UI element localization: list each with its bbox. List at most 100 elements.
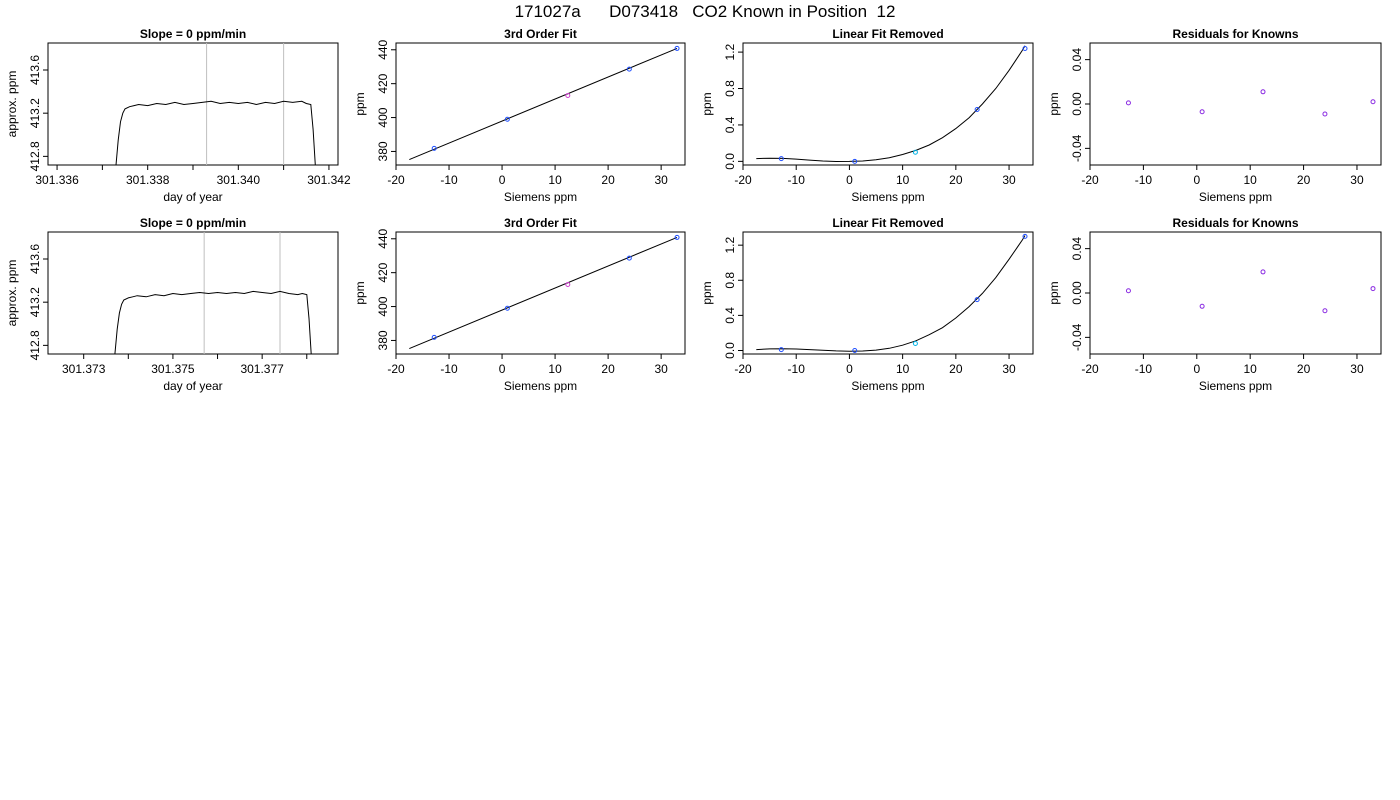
y-tick-label: 1.2 [723, 43, 737, 60]
plot-area [1125, 269, 1376, 314]
y-tick-label: -0.04 [1070, 134, 1084, 162]
x-tick-label: 20 [1297, 362, 1311, 376]
panel-4: Residuals for Knowns -20 -10 0 10 20 30 -0.04 0.… [1047, 27, 1382, 204]
panel-3: Linear Fit Removed -20 -10 0 10 20 30 0.0 0.4 0.8… [700, 27, 1034, 204]
data-point [1260, 89, 1266, 95]
fit-curve [756, 235, 1026, 352]
x-tick-label: -20 [1081, 173, 1099, 187]
y-tick-label: 0.04 [1070, 48, 1084, 72]
data-point [1370, 99, 1376, 105]
x-tick-label: 301.340 [217, 173, 261, 187]
x-tick-label: 30 [1350, 362, 1364, 376]
data-point [431, 145, 437, 151]
x-tick-label: 30 [1002, 362, 1016, 376]
x-tick-label: 20 [601, 173, 615, 187]
x-axis-label: Siemens ppm [1199, 190, 1272, 204]
x-tick-label: 301.342 [307, 173, 351, 187]
x-tick-label: 10 [1244, 173, 1258, 187]
y-tick-label: 380 [376, 330, 390, 350]
x-tick-label: -10 [1135, 173, 1153, 187]
x-tick-label: 30 [654, 173, 668, 187]
x-tick-label: 0 [1193, 173, 1200, 187]
x-tick-label: -10 [440, 173, 458, 187]
data-point [1199, 109, 1205, 115]
y-tick-label: 0.0 [723, 153, 737, 170]
x-tick-label: 10 [1244, 362, 1258, 376]
y-tick-label: 0.4 [723, 116, 737, 133]
y-tick-label: -0.04 [1070, 323, 1084, 351]
y-tick-label: 400 [376, 107, 390, 127]
y-axis-label: ppm [700, 92, 714, 115]
x-axis-label: day of year [163, 379, 222, 393]
y-tick-label: 413.6 [28, 55, 42, 85]
data-point [1125, 288, 1131, 294]
data-point [1260, 269, 1266, 275]
data-point [565, 282, 571, 288]
x-axis-label: Siemens ppm [1199, 379, 1272, 393]
data-point [1199, 303, 1205, 309]
plot-frame [1089, 231, 1382, 355]
x-tick-label: -10 [1135, 362, 1153, 376]
panel-8: Residuals for Knowns -20 -10 0 10 20 30 -0.04 0.… [1047, 216, 1382, 393]
panel-title: 3rd Order Fit [504, 27, 577, 41]
x-tick-label: 20 [601, 362, 615, 376]
x-tick-label: 20 [949, 362, 963, 376]
y-axis-label: approx. ppm [5, 260, 19, 327]
data-point [1125, 100, 1131, 106]
x-tick-label: 301.338 [126, 173, 170, 187]
panel-6: 3rd Order Fit -20 -10 0 10 20 30 380 400 420 440 Si… [353, 216, 686, 393]
panel-title: Linear Fit Removed [832, 216, 943, 230]
y-tick-label: 1.2 [723, 237, 737, 254]
panel-title: Slope = 0 ppm/min [140, 27, 246, 41]
data-point [852, 158, 858, 164]
x-tick-label: 20 [1297, 173, 1311, 187]
x-axis-label: Siemens ppm [504, 190, 577, 204]
panel-title: 3rd Order Fit [504, 216, 577, 230]
data-series-line [114, 290, 312, 354]
x-axis-label: day of year [163, 190, 222, 204]
plot-area [409, 234, 680, 350]
y-tick-label: 413.2 [28, 98, 42, 128]
y-tick-label: 420 [376, 73, 390, 93]
data-point [504, 305, 510, 311]
data-point [852, 347, 858, 353]
fit-curve [756, 45, 1026, 163]
data-point [912, 149, 918, 155]
x-tick-label: -10 [788, 362, 806, 376]
panel-5: Slope = 0 ppm/min 301.373 301.375 301.377 41… [5, 216, 339, 393]
plot-frame [1089, 42, 1382, 166]
y-tick-label: 0.8 [723, 272, 737, 289]
x-tick-label: 10 [896, 362, 910, 376]
x-tick-label: -20 [1081, 362, 1099, 376]
plot-frame [742, 231, 1034, 355]
x-tick-label: 10 [896, 173, 910, 187]
x-tick-label: -20 [387, 362, 405, 376]
fit-curve [409, 236, 678, 350]
y-tick-label: 413.6 [28, 244, 42, 274]
panel-1: Slope = 0 ppm/min 301.336 301.338 301.340 30… [5, 27, 351, 204]
data-point [504, 116, 510, 122]
plot-area [756, 45, 1028, 164]
x-tick-label: 30 [1002, 173, 1016, 187]
data-point [674, 234, 680, 240]
y-tick-label: 0.8 [723, 80, 737, 97]
y-tick-label: 413.2 [28, 287, 42, 317]
data-point [974, 297, 980, 303]
y-tick-label: 420 [376, 262, 390, 282]
x-tick-label: 0 [846, 173, 853, 187]
data-point [431, 334, 437, 340]
x-tick-label: 0 [499, 362, 506, 376]
data-point [1022, 233, 1028, 239]
x-tick-label: -20 [734, 173, 752, 187]
x-axis-label: Siemens ppm [504, 379, 577, 393]
data-point [674, 45, 680, 51]
data-point [912, 340, 918, 346]
x-tick-label: 301.377 [240, 362, 284, 376]
x-tick-label: -20 [734, 362, 752, 376]
data-point [778, 156, 784, 162]
x-tick-label: 301.375 [151, 362, 195, 376]
data-point [626, 66, 632, 72]
data-point [1322, 308, 1328, 314]
data-point [778, 347, 784, 353]
